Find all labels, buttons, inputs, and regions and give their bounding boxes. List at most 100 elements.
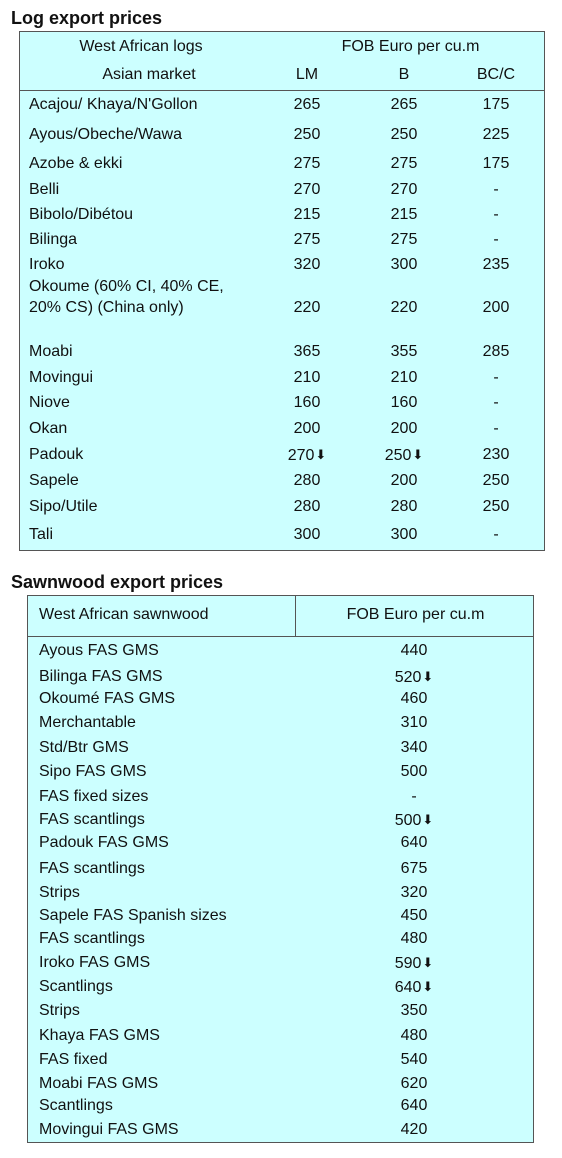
log-row-lm-value: 300 [293, 526, 321, 543]
sawn-row-price: 590⬇ [384, 952, 444, 974]
sawn-row-name: Moabi FAS GMS [39, 1075, 159, 1092]
log-row-lm-value: 280 [293, 472, 321, 489]
log-row-lm: 320 [277, 254, 337, 275]
log-row-b: 270 [374, 179, 434, 200]
log-row-lm-value: 220 [293, 299, 321, 316]
log-row-name: Azobe & ekki [29, 155, 123, 172]
log-row-bcc-value: 225 [482, 126, 510, 143]
log-row-name: Acajou/ Khaya/N'Gollon [29, 96, 198, 113]
table-row: Padouk 270⬇ 250⬇ 230 [20, 444, 544, 468]
sawn-price-heading: FOB Euro per cu.m [346, 606, 485, 623]
log-row-b: 215 [374, 204, 434, 225]
sawn-row-price: 450 [384, 905, 444, 926]
sawn-row-name: Sapele FAS Spanish sizes [39, 907, 227, 924]
log-row-bcc-value: - [493, 369, 499, 386]
log-row-lm: 365 [277, 341, 337, 362]
sawn-row-price-value: 640 [400, 834, 428, 851]
log-row-lm-value: 265 [293, 96, 321, 113]
log-row-bcc: 225 [466, 124, 526, 145]
log-row-bcc: - [466, 524, 526, 545]
sawn-row-price-value: 310 [400, 714, 428, 731]
sawn-row-price: 480 [384, 1025, 444, 1046]
sawn-header-divider [295, 596, 296, 636]
sawn-row-price-value: 500 [400, 763, 428, 780]
sawn-row-price: 540 [384, 1049, 444, 1070]
sawn-row-price: 500 [384, 761, 444, 782]
sawn-row-name: Padouk FAS GMS [39, 834, 169, 851]
sawn-row-price: 460 [384, 688, 444, 709]
log-col-b: B [398, 66, 410, 83]
down-arrow-icon: ⬇ [422, 812, 434, 827]
sawn-row-price: 420 [384, 1119, 444, 1140]
sawn-row-name: Std/Btr GMS [39, 739, 129, 756]
log-row-b-value: 300 [390, 526, 418, 543]
log-col-bcc: BC/C [476, 66, 516, 83]
log-row-bcc: 250 [466, 470, 526, 491]
table-row: Moabi FAS GMS 620 [28, 1073, 533, 1095]
log-row-lm: 215 [277, 204, 337, 225]
log-row-b: 275 [374, 229, 434, 250]
log-price-heading: FOB Euro per cu.m [341, 38, 480, 55]
sawn-row-price: 675 [384, 858, 444, 879]
log-row-b-value: 250 [384, 447, 412, 464]
table-row: Belli 270 270 - [20, 179, 544, 203]
table-row: Std/Btr GMS 340 [28, 737, 533, 759]
log-row-lm-value: 275 [293, 155, 321, 172]
log-row-bcc-value: 230 [482, 446, 510, 463]
log-row-b-value: 210 [390, 369, 418, 386]
log-row-b: 280 [374, 496, 434, 517]
table-row: Moabi 365 355 285 [20, 341, 544, 365]
log-row-b-value: 300 [390, 256, 418, 273]
sawn-row-price-value: 460 [400, 690, 428, 707]
down-arrow-icon: ⬇ [315, 447, 327, 462]
log-row-lm-value: 160 [293, 394, 321, 411]
sawn-row-price: 340 [384, 737, 444, 758]
sawn-row-name: FAS fixed [39, 1051, 108, 1068]
sawn-row-price-value: 350 [400, 1002, 428, 1019]
log-row-bcc: 250 [466, 496, 526, 517]
log-row-bcc: 200 [466, 297, 526, 318]
log-row-lm: 275 [277, 229, 337, 250]
log-row-bcc-value: - [493, 231, 499, 248]
log-row-b-value: 200 [390, 420, 418, 437]
table-row: Padouk FAS GMS 640 [28, 832, 533, 854]
table-row: FAS scantlings 480 [28, 928, 533, 950]
log-row-bcc-value: - [493, 394, 499, 411]
down-arrow-icon: ⬇ [422, 979, 434, 994]
sawn-row-name: Khaya FAS GMS [39, 1027, 160, 1044]
log-row-b: 160 [374, 392, 434, 413]
sawn-row-price-value: 420 [400, 1121, 428, 1138]
table-row: Bilinga 275 275 - [20, 229, 544, 253]
log-row-lm: 160 [277, 392, 337, 413]
sawn-row-name: FAS scantlings [39, 860, 145, 877]
table-row: Okoumé FAS GMS 460 [28, 688, 533, 710]
log-row-b: 300 [374, 524, 434, 545]
log-row-bcc-value: 285 [482, 343, 510, 360]
sawn-row-name: Merchantable [39, 714, 136, 731]
log-row-lm: 220 [277, 297, 337, 318]
log-row-b-value: 265 [390, 96, 418, 113]
table-row: FAS fixed sizes - [28, 786, 533, 808]
table-row: Merchantable 310 [28, 712, 533, 734]
sawn-row-price-value: 540 [400, 1051, 428, 1068]
log-row-b-value: 160 [390, 394, 418, 411]
log-row-b: 210 [374, 367, 434, 388]
sawnwood-prices-table: West African sawnwood FOB Euro per cu.m … [27, 595, 534, 1143]
log-row-b: 265 [374, 94, 434, 115]
sawn-row-price: 640 [384, 832, 444, 853]
table-row: Sapele 280 200 250 [20, 470, 544, 494]
log-row-bcc-value: - [493, 526, 499, 543]
log-row-b-value: 200 [390, 472, 418, 489]
log-row-bcc: 230 [466, 444, 526, 465]
table-row: Sipo FAS GMS 500 [28, 761, 533, 783]
log-row-name: Bilinga [29, 231, 78, 248]
sawn-row-price-value: - [411, 788, 417, 805]
log-row-name: Okoume (60% CI, 40% CE, 20% CS) (China o… [29, 278, 224, 316]
log-row-name: Tali [29, 526, 54, 543]
table-row: Niove 160 160 - [20, 392, 544, 416]
sawn-row-name: Iroko FAS GMS [39, 954, 151, 971]
log-row-bcc: 175 [466, 153, 526, 174]
log-row-bcc-value: 175 [482, 96, 510, 113]
log-row-lm: 210 [277, 367, 337, 388]
sawn-col-title: West African sawnwood [39, 606, 209, 623]
